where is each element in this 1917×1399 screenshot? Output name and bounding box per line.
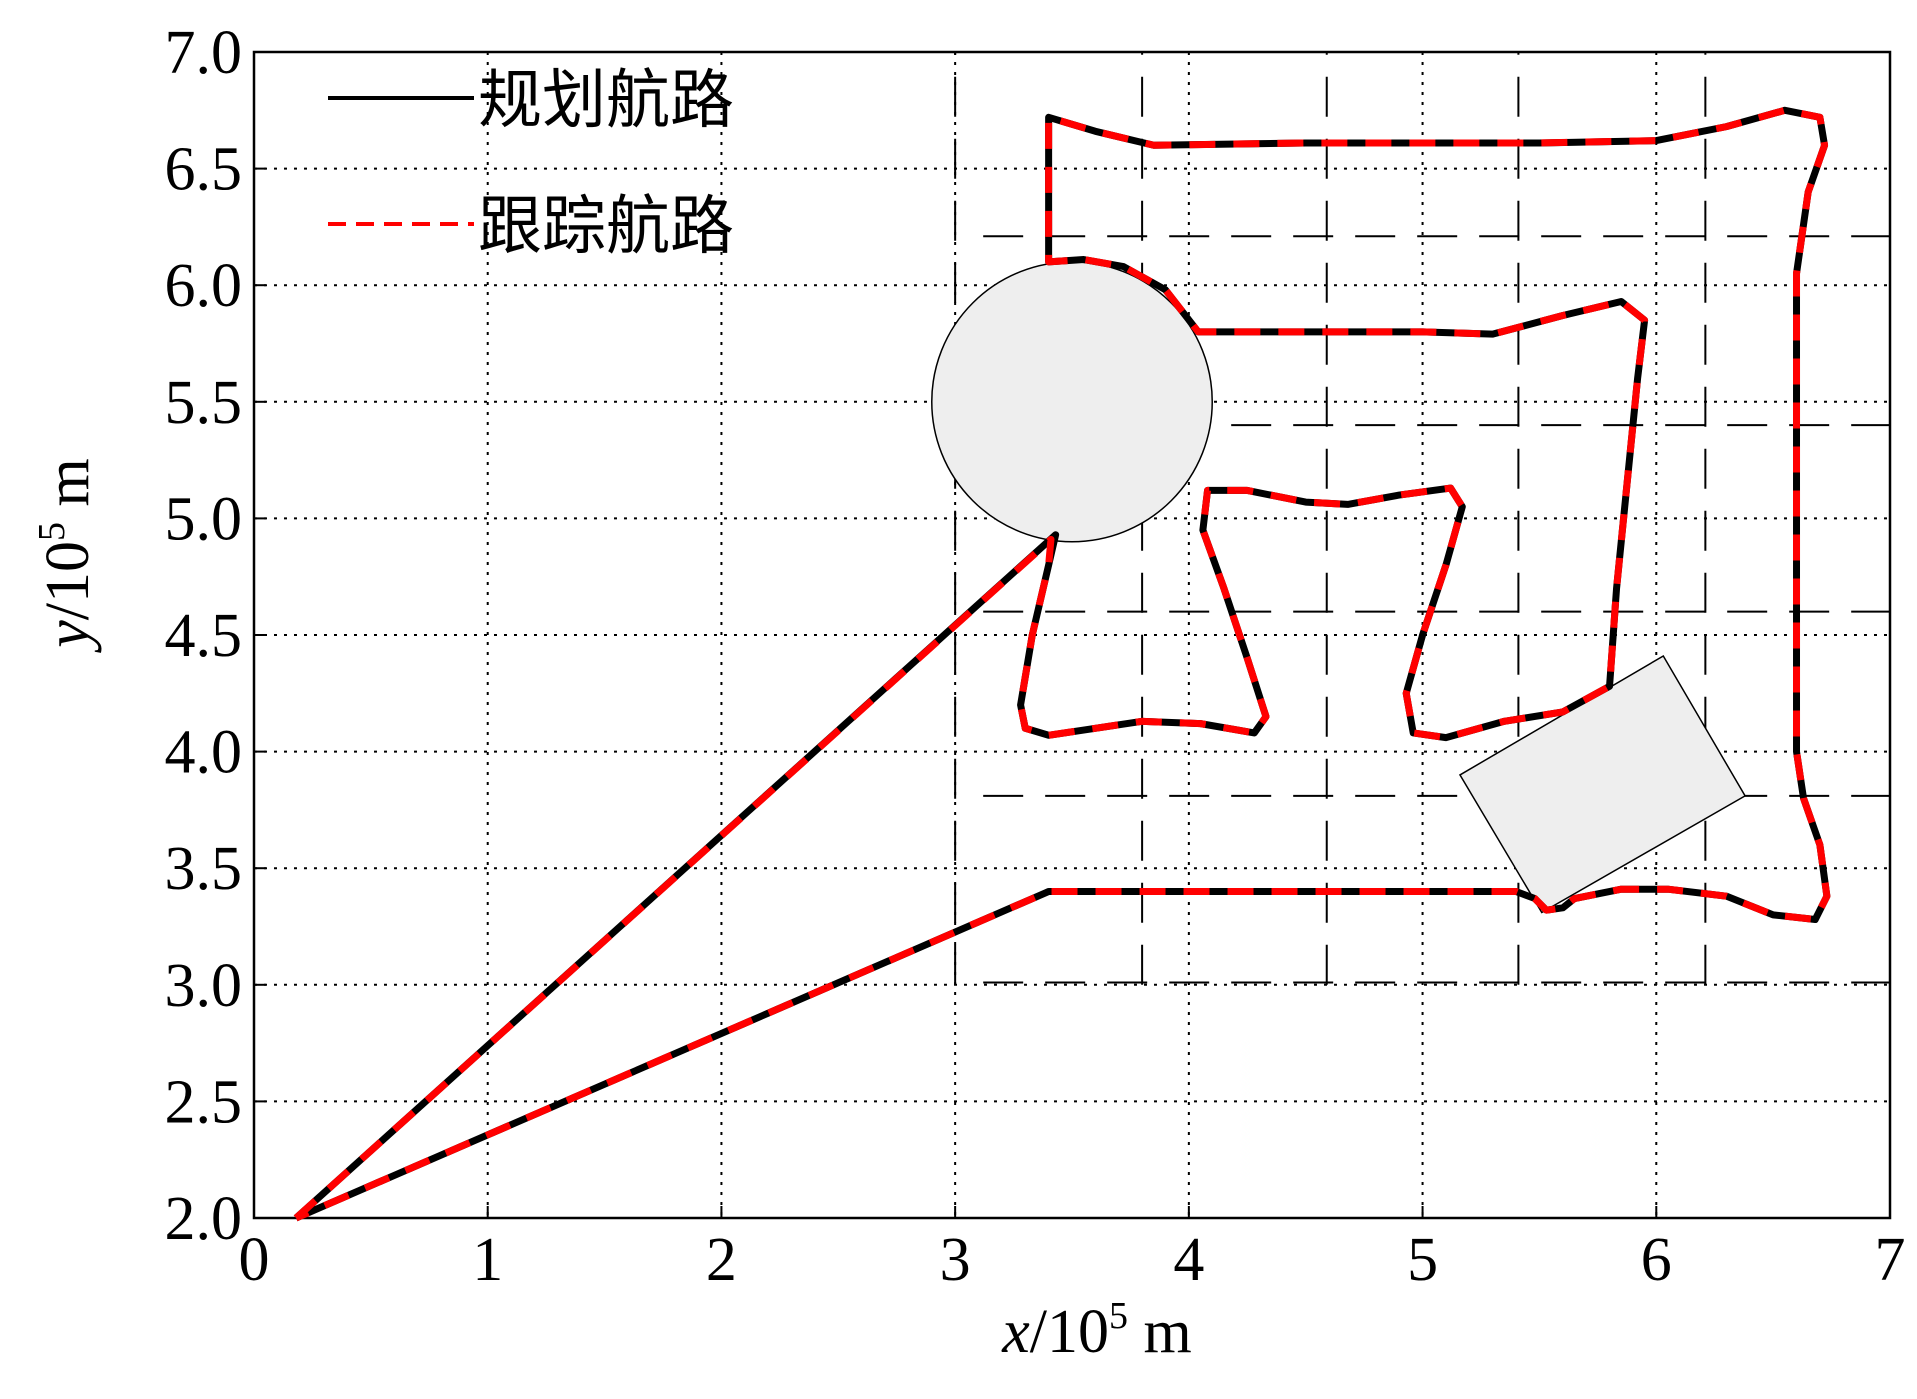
x-tick-label: 7 bbox=[1875, 1226, 1906, 1294]
y-tick-label: 3.0 bbox=[165, 952, 243, 1020]
y-label-exp: 5 bbox=[31, 522, 73, 541]
obstacle-polygon bbox=[1458, 654, 1747, 914]
y-label-suffix: m bbox=[34, 458, 102, 522]
x-label-var: x bbox=[1001, 1298, 1030, 1366]
y-tick-label: 4.5 bbox=[165, 602, 243, 670]
x-label-exp: 5 bbox=[1109, 1295, 1128, 1337]
y-axis-label: y/105 m bbox=[31, 458, 102, 654]
y-tick-label: 2.5 bbox=[165, 1068, 243, 1136]
y-tick-label: 6.0 bbox=[165, 252, 243, 320]
plot-frame bbox=[252, 50, 1892, 1220]
y-tick-label: 4.0 bbox=[165, 719, 243, 787]
legend-label: 跟踪航路 bbox=[478, 190, 734, 264]
x-label-suffix: m bbox=[1128, 1298, 1192, 1366]
y-tick-label: 6.5 bbox=[165, 136, 243, 204]
x-tick-label: 1 bbox=[472, 1226, 503, 1294]
y-label-var: y bbox=[34, 620, 102, 654]
x-tick-label: 4 bbox=[1173, 1226, 1204, 1294]
y-label-unit: /10 bbox=[34, 541, 102, 620]
y-tick-label: 5.5 bbox=[165, 369, 243, 437]
series-line bbox=[293, 106, 1831, 1222]
x-tick-label: 2 bbox=[706, 1226, 737, 1294]
y-tick-label: 2.0 bbox=[165, 1185, 243, 1253]
x-tick-label: 0 bbox=[239, 1226, 270, 1294]
x-tick-label: 6 bbox=[1641, 1226, 1672, 1294]
x-axis-label: x/105 m bbox=[1001, 1295, 1192, 1366]
x-tick-label: 3 bbox=[940, 1226, 971, 1294]
legend-label: 规划航路 bbox=[478, 64, 734, 138]
y-tick-label: 7.0 bbox=[165, 19, 243, 87]
obstacle-circle bbox=[931, 261, 1213, 543]
x-label-unit: /10 bbox=[1030, 1298, 1109, 1366]
y-tick-label: 5.0 bbox=[165, 485, 243, 553]
y-tick-label: 3.5 bbox=[165, 835, 243, 903]
x-tick-label: 5 bbox=[1407, 1226, 1438, 1294]
